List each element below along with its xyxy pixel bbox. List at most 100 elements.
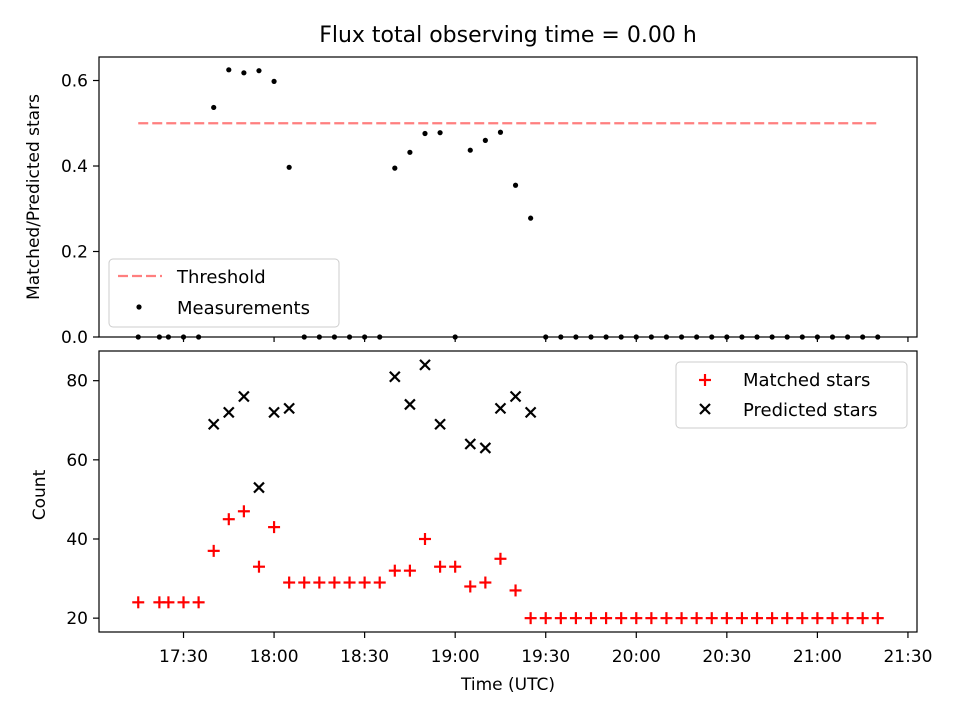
matched-star-point: [720, 612, 733, 625]
x-tick-label: 19:30: [521, 647, 570, 667]
matched-star-point: [569, 612, 582, 625]
predicted-star-point: [479, 442, 492, 454]
legend-measurements-label: Measurements: [177, 298, 310, 319]
top-y-axis-ticks: 0.0 0.2 0.4 0.6: [61, 72, 99, 348]
measurement-point: [392, 165, 398, 171]
matched-star-point: [313, 576, 326, 589]
matched-star-point: [585, 612, 598, 625]
measurement-point: [407, 149, 413, 155]
bottom-x-axis-ticks: 17:30 18:00 18:30 19:00 19:30 20:00 20:30 21:00…: [159, 632, 932, 667]
matched-star-point: [705, 612, 718, 625]
legend-measurements-swatch: [136, 304, 142, 310]
measurement-point: [512, 182, 519, 188]
x-tick-label: 19:00: [431, 647, 480, 667]
x-tick-label: 21:00: [793, 647, 842, 667]
bottom-legend-box: [675, 361, 908, 429]
x-axis-label: Time (UTC): [460, 675, 555, 695]
matched-star-point: [418, 532, 431, 545]
legend-threshold-label: Threshold: [176, 267, 266, 288]
matched-star-point: [403, 564, 416, 577]
bottom-y-axis-label: Count: [30, 469, 50, 520]
matched-star-point: [479, 576, 492, 589]
matched-star-point: [162, 596, 175, 609]
matched-star-point: [615, 612, 628, 625]
bottom-y-tick-label: 80: [66, 372, 88, 392]
matched-star-point: [192, 596, 205, 609]
measurement-point: [528, 215, 534, 221]
top-y-tick-label: 0.2: [61, 243, 88, 263]
x-tick-label: 18:30: [340, 647, 389, 667]
top-plot-frame: [98, 56, 918, 338]
matched-star-point: [252, 560, 265, 573]
matched-star-point: [660, 612, 673, 625]
top-y-axis-label: Matched/Predicted stars: [24, 94, 44, 300]
matched-star-point: [328, 576, 341, 589]
top-legend-box: [108, 258, 340, 328]
predicted-star-point: [509, 390, 522, 403]
predicted-star-point: [494, 402, 507, 415]
matched-star-point: [207, 544, 220, 557]
bottom-y-axis-ticks: 20 40 60 80: [66, 372, 99, 629]
top-y-tick-label: 0.4: [61, 157, 88, 177]
legend-matched-swatch: [699, 374, 711, 386]
matched-star-point: [388, 564, 401, 577]
x-tick-label: 21:30: [883, 647, 932, 667]
predicted-star-point: [389, 370, 401, 383]
legend-matched-label: Matched stars: [743, 370, 870, 391]
measurement-point: [256, 68, 262, 74]
matched-star-point: [554, 612, 567, 625]
matched-star-point: [449, 560, 462, 573]
matched-star-point: [735, 612, 748, 625]
matched-star-point: [781, 612, 794, 625]
predicted-star-point: [238, 390, 250, 403]
matched-star-point: [358, 576, 371, 589]
predicted-star-point: [253, 481, 265, 494]
matched-star-point: [237, 505, 250, 518]
top-y-tick-label: 0.0: [61, 328, 88, 348]
predicted-star-point: [434, 418, 446, 430]
predicted-star-point: [419, 359, 431, 371]
matched-star-point: [826, 612, 839, 625]
matched-star-point: [132, 596, 145, 609]
predicted-star-point: [268, 406, 280, 419]
bottom-plot-frame: [98, 350, 918, 633]
bottom-legend: Matched stars Predicted stars: [675, 361, 908, 429]
matched-star-point: [373, 576, 386, 589]
bottom-y-tick-label: 20: [66, 609, 88, 629]
measurement-point: [286, 164, 292, 170]
measurement-point: [226, 67, 232, 73]
matched-star-point: [675, 612, 688, 625]
matched-star-point: [751, 612, 764, 625]
predicted-star-point: [283, 402, 295, 415]
measurement-point: [211, 104, 217, 111]
bottom-y-tick-label: 40: [66, 530, 88, 550]
matched-star-point: [690, 612, 703, 625]
legend-predicted-label: Predicted stars: [743, 400, 877, 421]
measurement-point: [437, 130, 443, 136]
ratio-panel: Flux total observing time = 0.00 h Match…: [24, 23, 918, 348]
matched-star-point: [811, 612, 824, 625]
matched-star-point: [600, 612, 613, 625]
matched-star-point: [222, 513, 235, 526]
measurement-point: [271, 78, 277, 84]
matched-star-point: [796, 612, 809, 625]
matched-star-point: [766, 612, 779, 625]
predicted-star-point: [207, 418, 220, 430]
matched-star-point: [509, 584, 522, 597]
predicted-star-point: [404, 398, 416, 411]
matched-star-point: [343, 576, 356, 589]
x-tick-label: 20:00: [612, 647, 661, 667]
matched-star-point: [434, 560, 447, 573]
matched-star-point: [841, 612, 854, 625]
top-legend: Threshold Measurements: [108, 258, 340, 328]
matched-star-point: [464, 580, 477, 593]
matched-star-point: [524, 612, 537, 625]
matched-star-point: [539, 612, 552, 625]
count-panel: Count Time (UTC) 20 40 60 80 17:30 18:00 18:3…: [30, 350, 932, 695]
predicted-star-point: [464, 438, 477, 450]
count-points: [132, 359, 884, 625]
bottom-y-tick-label: 60: [66, 451, 88, 471]
measurement-point: [497, 129, 504, 135]
